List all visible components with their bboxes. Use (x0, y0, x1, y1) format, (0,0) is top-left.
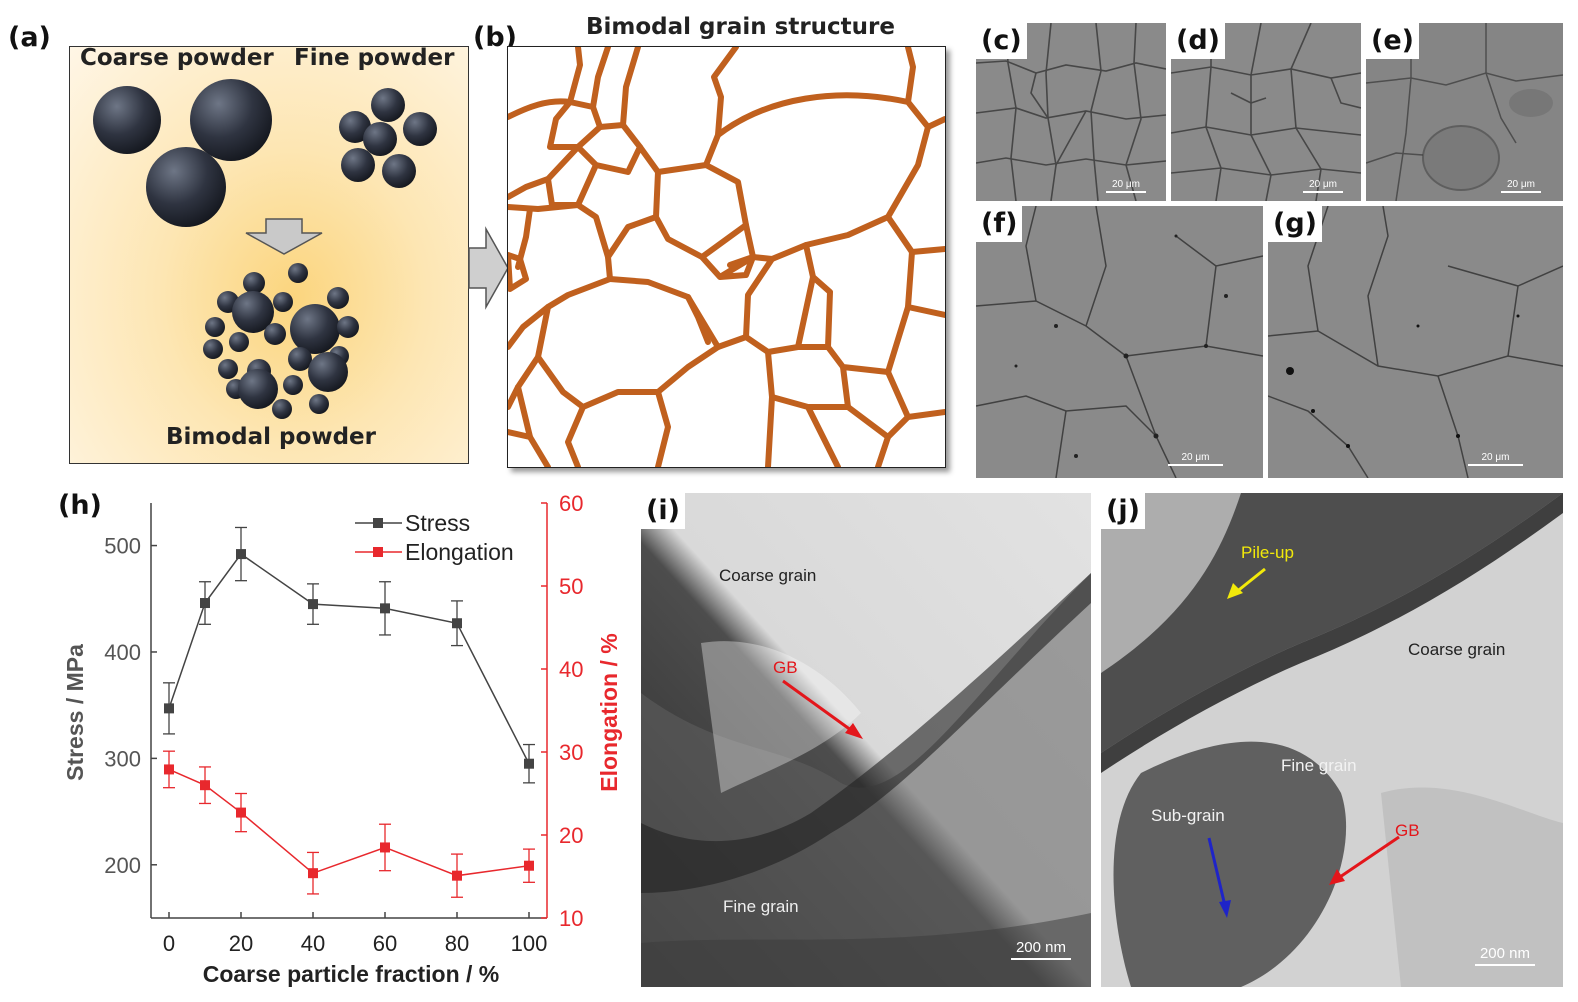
fine-particle (363, 122, 397, 156)
tem-texture (641, 493, 1091, 987)
legend-label-elongation: Elongation (405, 539, 514, 565)
sub-grain-label: Sub-grain (1151, 806, 1225, 825)
sem-image-f: 20 μm (976, 206, 1263, 478)
tem-image-i: Coarse grain GB Fine grain 200 nm (641, 493, 1091, 987)
powder-spheres-illustration (93, 79, 437, 419)
coarse-particle (93, 86, 161, 154)
legend-marker (373, 547, 383, 557)
data-point-stress (164, 703, 174, 714)
gb-arrow-icon (1329, 835, 1400, 885)
fine-particle (371, 88, 405, 122)
coarse-particle (146, 147, 226, 227)
data-point-elongation (380, 842, 390, 853)
pileup-label: Pile-up (1241, 543, 1294, 562)
x-tick-label: 60 (373, 931, 397, 956)
y2-tick-label: 50 (559, 574, 583, 599)
y2-tick-label: 60 (559, 491, 583, 516)
scale-bar: 20 μm (1303, 179, 1343, 193)
data-point-stress (524, 758, 534, 769)
bimodal-powder-label: Bimodal powder (166, 424, 376, 450)
data-point-elongation (164, 764, 174, 775)
coarse-particle (190, 79, 272, 161)
y2-tick-label: 20 (559, 823, 583, 848)
sem-image-g: 20 μm (1268, 206, 1563, 478)
fine-particle (339, 111, 371, 143)
y-tick-label: 400 (104, 640, 141, 665)
panel-f-label: (f) (976, 206, 1023, 242)
series-line-elongation (168, 768, 530, 877)
panel-d-label: (d) (1171, 23, 1226, 59)
fine-particle (403, 112, 437, 146)
coarse-powder-label: Coarse powder (80, 45, 274, 71)
y2-tick-label: 40 (559, 657, 583, 682)
panel-i-label: (i) (641, 493, 685, 529)
legend-label-stress: Stress (405, 510, 470, 536)
y-tick-label: 300 (104, 746, 141, 771)
powder-schematic-panel: Coarse powder Fine powder (69, 45, 469, 464)
x-tick-label: 0 (163, 931, 175, 956)
data-point-stress (236, 549, 246, 560)
panel-g-label: (g) (1268, 206, 1323, 242)
right-arrow-icon (468, 226, 509, 310)
panel-e-label: (e) (1366, 23, 1419, 59)
pileup-arrow-icon (1227, 567, 1266, 599)
y-tick-label: 500 (104, 534, 141, 559)
scale-bar: 20 μm (1168, 452, 1223, 466)
x-tick-label: 20 (229, 931, 253, 956)
x-tick-label: 40 (301, 931, 325, 956)
scale-bar: 20 μm (1106, 179, 1146, 193)
sem-texture (976, 23, 1166, 201)
data-point-elongation (236, 807, 246, 818)
fine-grain-label: Fine grain (723, 897, 799, 916)
data-point-stress (308, 599, 318, 610)
gb-label: GB (1395, 821, 1420, 840)
sem-texture (1268, 206, 1563, 478)
panel-h-label: (h) (58, 490, 102, 521)
panel-b-title: Bimodal grain structure (586, 14, 895, 40)
sem-texture (976, 206, 1263, 478)
coarse-grain-label: Coarse grain (719, 566, 817, 585)
panel-j-label: (j) (1101, 493, 1145, 529)
data-point-stress (452, 618, 462, 629)
panel-c-label: (c) (976, 23, 1027, 59)
y-axis-title: Stress / MPa (62, 644, 88, 781)
gb-label: GB (773, 658, 798, 677)
x-axis-title: Coarse particle fraction / % (203, 961, 500, 987)
data-point-elongation (452, 870, 462, 881)
data-point-stress (200, 598, 210, 609)
legend-marker (373, 518, 383, 528)
sub-grain-arrow-icon (1207, 837, 1231, 918)
grain-boundary-network (505, 44, 948, 470)
scale-bar: 200 nm (1011, 939, 1071, 960)
tem-texture (1101, 493, 1563, 987)
panel-a-label: (a) (8, 22, 51, 53)
data-point-elongation (524, 860, 534, 871)
sem-image-c: 20 μm (976, 23, 1166, 201)
fine-particle (382, 154, 416, 188)
y2-tick-label: 30 (559, 740, 583, 765)
series-line-stress (168, 553, 530, 765)
stress-elongation-chart: 0 20 40 60 80 100 200 300 400 500 10 20 30 40 50 60 Coar… (62, 491, 622, 987)
data-point-elongation (200, 780, 210, 791)
coarse-grain-label: Coarse grain (1408, 640, 1506, 659)
scale-bar: 20 μm (1468, 452, 1523, 466)
down-arrow-icon (245, 218, 323, 255)
grain-structure-panel (505, 44, 948, 470)
x-tick-label: 100 (511, 931, 548, 956)
fine-powder-label: Fine powder (294, 45, 455, 71)
x-tick-label: 80 (445, 931, 469, 956)
gb-arrow-icon (782, 679, 863, 739)
fine-particle (341, 148, 375, 182)
scale-bar: 20 μm (1501, 179, 1541, 193)
y-tick-label: 200 (104, 853, 141, 878)
data-point-stress (380, 603, 390, 614)
data-point-elongation (308, 868, 318, 879)
fine-grain-label: Fine grain (1281, 756, 1357, 775)
y2-axis-title: Elongation / % (596, 633, 622, 791)
y2-tick-label: 10 (559, 906, 583, 931)
tem-image-j: Pile-up Coarse grain Fine grain Sub-grai… (1101, 493, 1563, 987)
scale-bar: 200 nm (1475, 945, 1535, 966)
